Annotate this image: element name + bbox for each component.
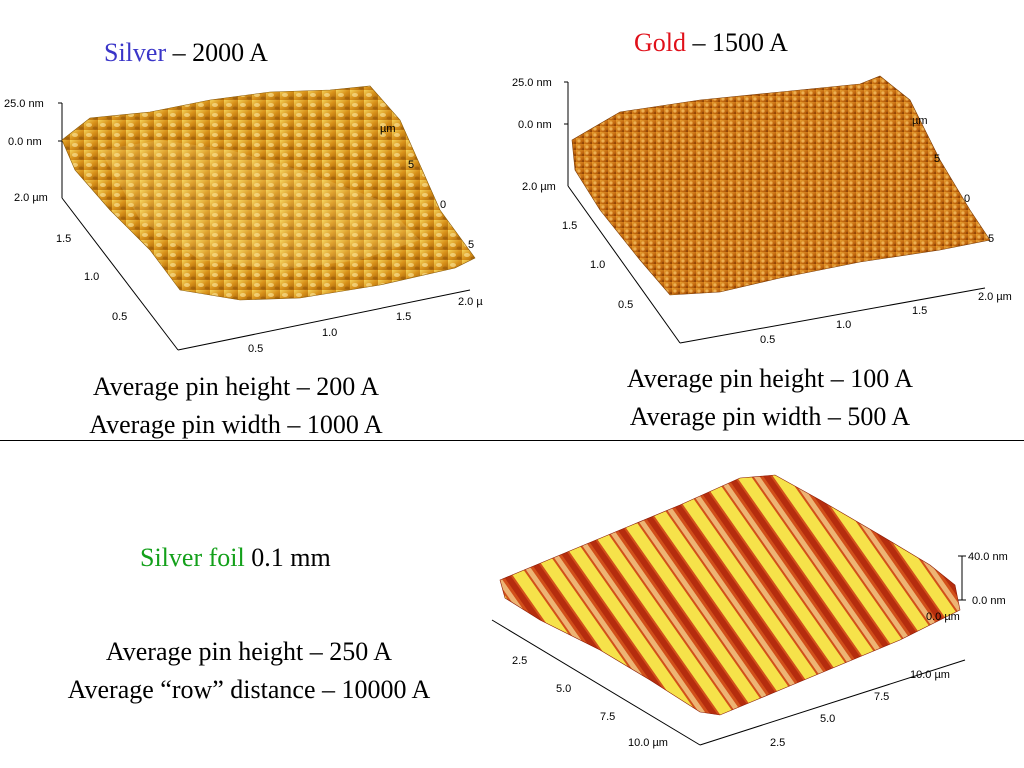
gold-x-tick-3: 1.5 bbox=[912, 305, 927, 317]
gold-title-rest: – 1500 A bbox=[686, 28, 788, 57]
gold-surface bbox=[571, 75, 991, 296]
section-divider bbox=[0, 440, 1024, 441]
foil-x-tick-1: 2.5 bbox=[770, 737, 785, 749]
silver-back-label-2: 5 bbox=[408, 159, 414, 171]
silver-x-tick-3: 1.5 bbox=[396, 311, 411, 323]
silver-title-name: Silver bbox=[104, 38, 167, 67]
gold-x-tick-1: 0.5 bbox=[760, 334, 775, 346]
gold-y-tick-3: 1.0 bbox=[590, 259, 605, 271]
foil-z-tick-zero: 0.0 nm bbox=[972, 595, 1006, 607]
silver-y-tick-1: 2.0 µm bbox=[14, 192, 48, 204]
foil-title: Silver foil 0.1 mm bbox=[140, 543, 331, 573]
foil-z-tick-top: 40.0 nm bbox=[968, 551, 1008, 563]
silver-pin-height: Average pin height – 200 A bbox=[92, 372, 380, 401]
silver-x-tick-2: 1.0 bbox=[322, 327, 337, 339]
foil-surface bbox=[499, 474, 961, 716]
foil-pin-height: Average pin height – 250 A bbox=[105, 637, 393, 666]
gold-axes bbox=[564, 81, 986, 344]
gold-title-name: Gold bbox=[634, 28, 686, 57]
gold-y-tick-1: 2.0 µm bbox=[522, 181, 556, 193]
foil-y-tick-2: 2.5 bbox=[512, 655, 527, 667]
gold-x-tick-2: 1.0 bbox=[836, 319, 851, 331]
gold-back-label-3: 0 bbox=[964, 193, 970, 205]
gold-y-tick-4: 0.5 bbox=[618, 299, 633, 311]
foil-y-tick-3: 5.0 bbox=[556, 683, 571, 695]
silver-back-label-3: 0 bbox=[440, 199, 446, 211]
silver-title-rest: – 2000 A bbox=[166, 38, 268, 67]
silver-x-tick-1: 0.5 bbox=[248, 343, 263, 355]
silver-y-tick-3: 1.0 bbox=[84, 271, 99, 283]
foil-y-tick-1: 10.0 µm bbox=[628, 737, 668, 749]
silver-x-tick-4: 2.0 µ bbox=[458, 296, 483, 308]
gold-z-tick-zero: 0.0 nm bbox=[518, 119, 552, 131]
silver-back-label-4: 5 bbox=[468, 239, 474, 251]
silver-z-tick-top: 25.0 nm bbox=[4, 98, 44, 110]
silver-z-tick-zero: 0.0 nm bbox=[8, 136, 42, 148]
silver-back-label-1: µm bbox=[380, 123, 396, 135]
gold-title: Gold – 1500 A bbox=[634, 28, 788, 58]
foil-row-distance: Average “row” distance – 10000 A bbox=[67, 675, 431, 704]
silver-axes bbox=[58, 102, 471, 351]
foil-x-tick-2: 5.0 bbox=[820, 713, 835, 725]
silver-y-tick-2: 1.5 bbox=[56, 233, 71, 245]
foil-x-tick-4: 10.0 µm bbox=[910, 669, 950, 681]
foil-axes bbox=[491, 555, 966, 746]
foil-y-tick-4: 7.5 bbox=[600, 711, 615, 723]
gold-stats: Average pin height – 100 A Average pin w… bbox=[560, 360, 980, 436]
silver-pin-width: Average pin width – 1000 A bbox=[89, 410, 383, 439]
silver-surface bbox=[61, 85, 476, 301]
gold-back-label-4: 5 bbox=[988, 233, 994, 245]
foil-title-name: Silver foil bbox=[140, 543, 245, 572]
foil-x-tick-3: 7.5 bbox=[874, 691, 889, 703]
gold-z-tick-top: 25.0 nm bbox=[512, 77, 552, 89]
foil-title-rest: 0.1 mm bbox=[244, 543, 331, 572]
silver-y-tick-4: 0.5 bbox=[112, 311, 127, 323]
foil-back-label-1: 0.0 µm bbox=[926, 611, 960, 623]
gold-back-label-2: 5 bbox=[934, 153, 940, 165]
gold-y-tick-2: 1.5 bbox=[562, 220, 577, 232]
gold-pin-height: Average pin height – 100 A bbox=[626, 364, 914, 393]
silver-title: Silver – 2000 A bbox=[104, 38, 268, 68]
gold-pin-width: Average pin width – 500 A bbox=[629, 402, 911, 431]
gold-back-label-1: µm bbox=[912, 115, 928, 127]
foil-stats: Average pin height – 250 A Average “row”… bbox=[4, 633, 494, 709]
silver-stats: Average pin height – 200 A Average pin w… bbox=[26, 368, 446, 444]
gold-x-tick-4: 2.0 µm bbox=[978, 291, 1012, 303]
